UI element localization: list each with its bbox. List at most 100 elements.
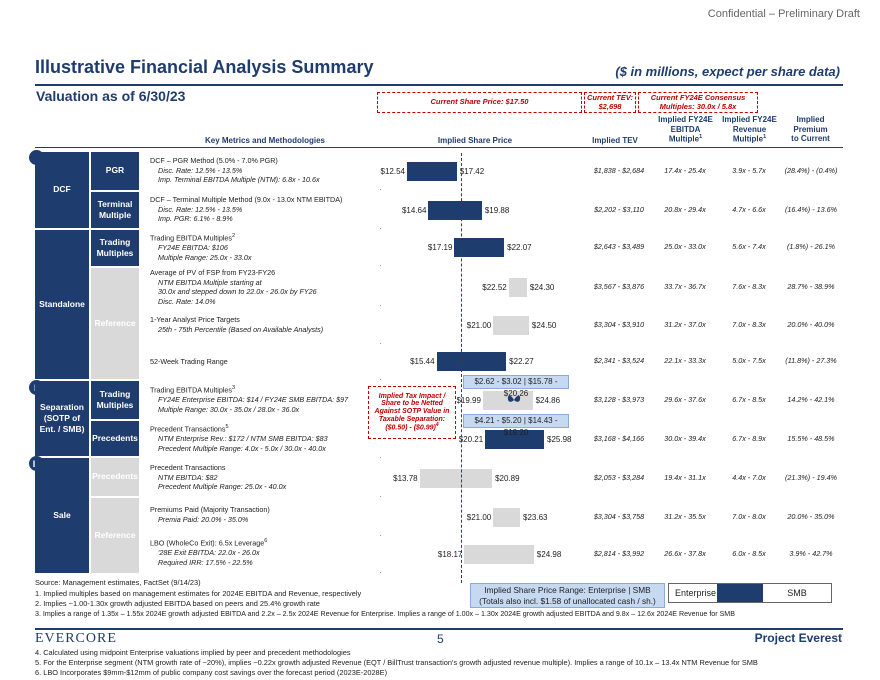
project-name: Project Everest <box>754 631 842 645</box>
row-desc: Average of PV of FSP from FY23-FY26 NTM E… <box>150 268 317 307</box>
tax-impact-note: Implied Tax Impact / Share to be Netted Ag… <box>368 386 456 439</box>
confidential-label: Confidential – Preliminary Draft <box>707 8 860 20</box>
value-cell-prem: (28.4%) - (0.4%) <box>784 166 838 175</box>
segment-legend: Enterprise SMB <box>668 583 832 603</box>
bar-low-label: $12.54 <box>380 167 405 176</box>
current-price-callout: Current Share Price: $17.50 <box>377 92 582 113</box>
subsection-terminal-multiple: Terminal Multiple <box>91 192 139 228</box>
price-range-bar <box>482 391 533 410</box>
bar-low-label: $14.64 <box>401 206 427 215</box>
row-divider-dot <box>380 343 381 344</box>
subsection-trading-multiples: Trading Multiples <box>91 230 139 266</box>
bar-high-label: $24.98 <box>536 550 562 559</box>
legend-enterprise-label: Enterprise <box>675 588 717 598</box>
sotp-range-band: $4.21 - $5.20 | $14.43 - $19.20 <box>463 414 569 437</box>
consensus-callout: Current FY24E Consensus Multiples: 30.0x … <box>638 92 758 113</box>
implied-range-note: Implied Share Price Range: Enterprise | … <box>470 583 665 608</box>
value-cell-tev: $2,341 - $3,524 <box>593 356 645 365</box>
source-note: Source: Management estimates, FactSet (9… <box>35 578 201 587</box>
bar-high-label: $22.07 <box>507 243 532 252</box>
value-cell-ebitda: 19.4x - 31.1x <box>664 473 706 482</box>
footnote-3: 3. Implies a range of 1.35x – 1.55x 2024… <box>35 610 735 618</box>
col-header-premium: Implied Premium to Current <box>791 115 830 144</box>
value-cell-tev: $2,643 - $3,489 <box>593 242 645 251</box>
row-desc: LBO (WholeCo Exit): 6.5x Leverage6'28E E… <box>150 538 268 567</box>
units-note: ($ in millions, expect per share data) <box>615 64 840 79</box>
subsection-pgr: PGR <box>91 152 139 190</box>
value-cell-rev: 4.4x - 7.0x <box>732 473 766 482</box>
col-header-revenue: Implied FY24E Revenue Multiple1 <box>722 115 777 144</box>
value-cell-ebitda: 31.2x - 37.0x <box>664 320 706 329</box>
col-header-tev: Implied TEV <box>592 136 638 145</box>
value-cell-prem: 20.0% - 40.0% <box>787 320 835 329</box>
current-price-line <box>461 153 462 583</box>
row-desc: Trading EBITDA Multiples3 FY24E Enterpris… <box>150 385 349 414</box>
page-number: 5 <box>437 632 444 646</box>
bar-high-label: $22.27 <box>509 357 534 366</box>
col-header-metrics: Key Metrics and Methodologies <box>204 136 326 145</box>
bar-low-label: $20.21 <box>458 435 484 444</box>
bar-high-label: $24.30 <box>529 283 555 292</box>
value-cell-prem: 20.0% - 35.0% <box>787 512 835 521</box>
bar-high-label: $24.86 <box>535 396 561 405</box>
value-cell-ebitda: 31.2x - 35.5x <box>664 512 706 521</box>
price-range-bar <box>407 162 457 181</box>
bar-high-label: $20.89 <box>495 474 520 483</box>
price-range-bar <box>508 278 527 297</box>
subsection-sale-reference: Reference <box>91 498 139 573</box>
value-cell-tev: $3,304 - $3,758 <box>593 512 645 521</box>
value-cell-rev: 7.6x - 8.3x <box>732 282 766 291</box>
bar-high-label: $17.42 <box>459 167 485 176</box>
value-cell-rev: 6.7x - 8.5x <box>732 395 766 404</box>
value-cell-tev: $3,168 - $4,166 <box>593 434 645 443</box>
value-cell-rev: 7.0x - 8.0x <box>732 512 766 521</box>
current-tev-callout: Current TEV: $2,698 <box>584 92 636 113</box>
price-range-bar <box>485 430 544 449</box>
footnote-4: 4. Calculated using midpoint Enterprise … <box>35 648 351 657</box>
row-desc: 52-Week Trading Range <box>150 357 228 366</box>
section-separation: Separation (SOTP of Ent. / SMB) <box>35 381 89 456</box>
butterfly-icon <box>507 434 521 441</box>
row-divider-dot <box>380 496 381 497</box>
row-desc: DCF – PGR Method (5.0% - 7.0% PGR) Disc. … <box>150 156 320 185</box>
row-divider-dot <box>380 457 381 458</box>
price-range-bar <box>493 508 521 527</box>
legend-smb-label: SMB <box>787 588 807 598</box>
row-desc: DCF – Terminal Multiple Method (9.0x - 1… <box>150 195 343 224</box>
value-cell-ebitda: 30.0x - 39.4x <box>664 434 706 443</box>
value-cell-prem: 15.5% - 48.5% <box>787 434 835 443</box>
value-cell-ebitda: 26.6x - 37.8x <box>664 549 706 558</box>
price-range-bar <box>428 201 482 220</box>
value-cell-ebitda: 17.4x - 25.4x <box>664 166 706 175</box>
bar-low-label: $13.78 <box>393 474 418 483</box>
value-cell-tev: $3,567 - $3,876 <box>593 282 645 291</box>
value-cell-tev: $3,128 - $3,973 <box>593 395 645 404</box>
row-divider-dot <box>380 572 381 573</box>
subsection-sale-precedents: Precedents <box>91 458 139 496</box>
col-header-price: Implied Share Price <box>437 136 513 145</box>
bar-high-label: $25.98 <box>547 435 572 444</box>
price-range-bar <box>419 469 493 488</box>
subsection-separation-precedents: Precedents <box>91 421 139 456</box>
row-desc: 1-Year Analyst Price Targets 25th - 75th … <box>150 315 324 334</box>
value-cell-prem: (11.8%) - 27.3% <box>785 356 837 365</box>
value-cell-prem: (21.3%) - 19.4% <box>785 473 837 482</box>
section-standalone: Standalone <box>35 230 89 379</box>
bar-low-label: $17.19 <box>427 243 453 252</box>
footnote-6: 6. LBO Incorporates $9mm-$12mm of public… <box>35 668 388 677</box>
value-cell-prem: 28.7% - 38.9% <box>787 282 835 291</box>
value-cell-rev: 5.0x - 7.5x <box>732 356 766 365</box>
value-cell-tev: $2,202 - $3,110 <box>594 205 644 214</box>
col-header-ebitda: Implied FY24E EBITDA Multiple1 <box>658 115 713 144</box>
value-cell-ebitda: 20.8x - 29.4x <box>664 205 706 214</box>
value-cell-tev: $1,838 - $2,684 <box>593 166 645 175</box>
bar-low-label: $22.52 <box>482 283 507 292</box>
bar-high-label: $24.50 <box>531 321 557 330</box>
header-rule <box>35 147 843 148</box>
row-desc: Precedent Transactions NTM EBITDA: $82 Pre… <box>150 463 287 492</box>
row-divider-dot <box>380 535 381 536</box>
row-desc: Premiums Paid (Majority Transaction) Prem… <box>150 505 270 524</box>
subsection-separation-trading: Trading Multiples <box>91 381 139 419</box>
value-cell-ebitda: 22.1x - 33.3x <box>664 356 706 365</box>
legend-enterprise-swatch <box>717 584 763 602</box>
